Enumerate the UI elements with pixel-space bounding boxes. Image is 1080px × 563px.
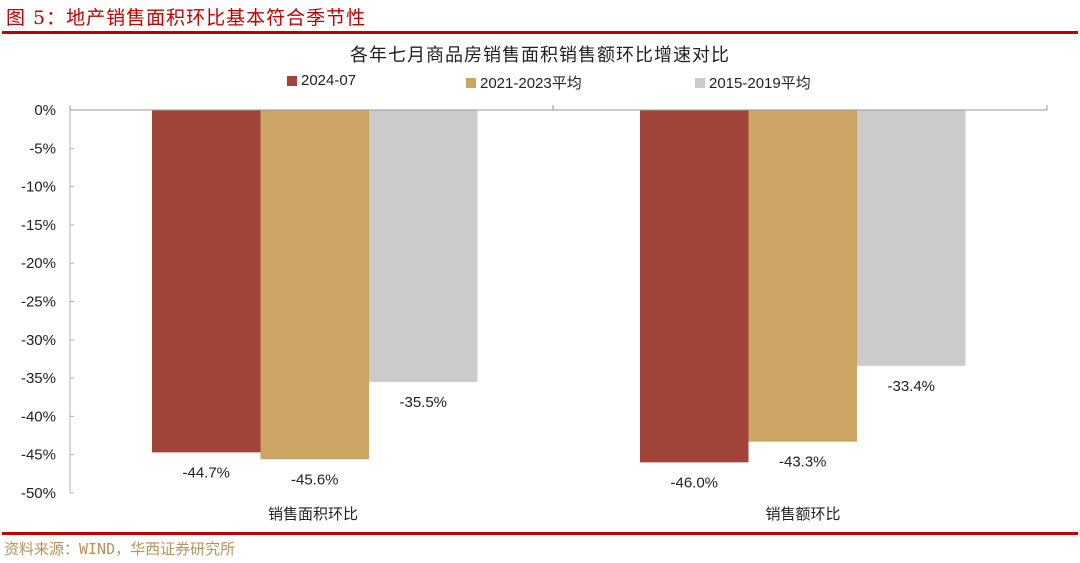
bar <box>857 110 966 366</box>
y-axis: 0% -5% -10% -15% -20% -25% -30% -35% -40% -45% -50… <box>21 102 74 502</box>
bar <box>748 110 857 442</box>
y-tick-label: -35% <box>21 370 56 387</box>
y-tick-label: -20% <box>21 255 56 272</box>
bar <box>260 110 369 460</box>
y-tick-label: 0% <box>34 102 56 119</box>
legend-label: 2024-07 <box>301 72 357 89</box>
data-label: -45.6% <box>291 471 339 488</box>
legend-swatch-2021-2023 <box>466 77 476 88</box>
x-axis: 销售面积环比 销售额环比 <box>69 105 1048 523</box>
bars: -44.7% -45.6% -35.5% -46.0% -43.3% -33.4% <box>152 110 966 491</box>
legend-label: 2015-2019平均 <box>709 75 811 92</box>
y-tick-label: -15% <box>21 217 56 234</box>
y-tick-label: -30% <box>21 332 56 349</box>
legend: 2024-07 2021-2023平均 2015-2019平均 <box>0 72 1080 92</box>
legend-label: 2021-2023平均 <box>480 75 582 92</box>
x-category-label: 销售额环比 <box>765 505 840 523</box>
legend-swatch-2015-2019 <box>695 77 705 88</box>
y-tick-label: -45% <box>21 447 56 464</box>
legend-item-2015-2019: 2015-2019平均 <box>695 72 811 93</box>
data-label: -43.3% <box>779 454 827 471</box>
figure-title: 图 5：地产销售面积环比基本符合季节性 <box>6 7 367 29</box>
y-tick-label: -40% <box>21 408 56 425</box>
data-label: -46.0% <box>670 474 718 491</box>
y-tick-label: -10% <box>21 179 56 196</box>
source-note: 资料来源：WIND，华西证券研究所 <box>4 540 236 558</box>
legend-item-2024-07: 2024-07 <box>287 72 356 89</box>
bar <box>152 110 261 453</box>
bottom-divider <box>2 532 1078 535</box>
chart-title: 各年七月商品房销售面积销售额环比增速对比 <box>350 45 730 66</box>
y-tick-label: -5% <box>29 140 56 157</box>
x-category-label: 销售面积环比 <box>268 505 358 523</box>
data-label: -33.4% <box>887 378 935 395</box>
data-label: -35.5% <box>399 394 447 411</box>
bar <box>369 110 478 382</box>
top-divider <box>2 31 1078 34</box>
bar <box>640 110 749 463</box>
data-label: -44.7% <box>182 464 230 481</box>
legend-swatch-2024-07 <box>287 75 297 86</box>
y-tick-label: -50% <box>21 485 56 502</box>
legend-item-2021-2023: 2021-2023平均 <box>466 72 582 93</box>
y-tick-label: -25% <box>21 294 56 311</box>
